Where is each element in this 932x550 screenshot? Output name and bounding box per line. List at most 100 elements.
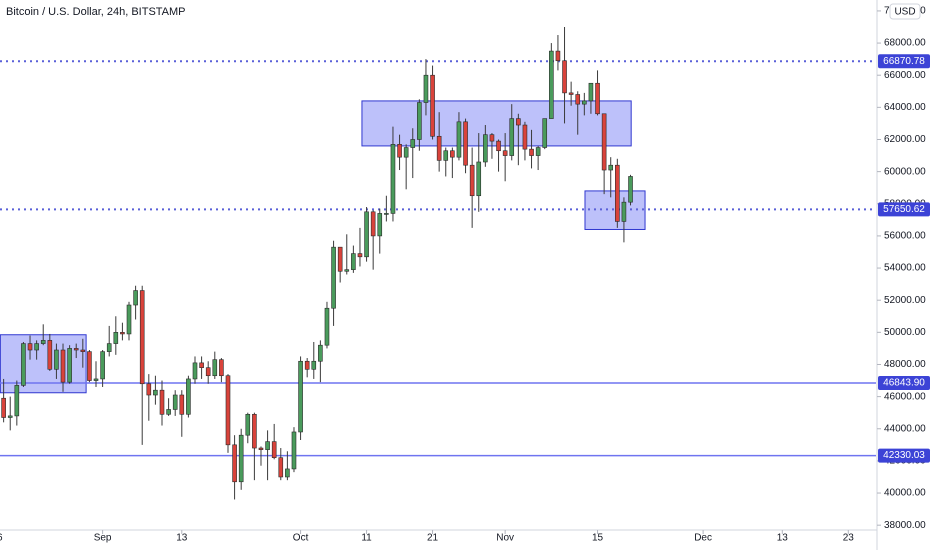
x-tick-label: Sep [94,533,112,544]
candle-body [608,164,614,171]
candle-body [133,290,138,306]
x-tick-label: Oct [293,533,309,544]
candle-body [456,121,462,158]
candle-body [47,340,53,370]
candle-body [153,389,158,396]
candle-body [522,124,528,150]
candle-body [304,360,310,370]
candle-body [403,147,409,158]
candle-body [357,253,363,258]
candle-body [172,394,178,410]
candle-body [430,74,435,137]
candle-body [54,349,59,370]
candle-body [516,118,521,126]
candle-body [225,375,231,446]
y-tick-label: 48000.00 [884,359,926,370]
x-tick-label: 11 [361,533,372,544]
level-price-box [878,54,930,69]
candle-body [21,343,26,386]
candle-body [483,134,488,163]
candle-body [621,201,627,222]
candle-body [192,362,198,380]
candle-body [271,441,277,458]
y-tick-label: 56000.00 [884,231,926,242]
x-tick-label: Dec [694,533,712,544]
candle-body [7,415,13,418]
candle-body [443,150,449,161]
candle-body [60,349,66,383]
candle-body [628,176,633,203]
candle-body [476,161,482,197]
candle-body [595,82,600,115]
candle-body [159,389,165,415]
chart-title: Bitcoin / U.S. Dollar, 24h, BITSTAMP [6,6,186,18]
candle-body [496,140,501,152]
candle-body [87,351,92,381]
candle-body [568,92,574,95]
y-tick-label: 64000.00 [884,102,926,113]
y-tick-label: 52000.00 [884,295,926,306]
candle-body [100,351,105,380]
x-tick-label: Nov [496,533,514,544]
candle-body [575,94,581,105]
candle-body [40,340,46,344]
candle-body [469,164,475,197]
candle-body [324,307,330,346]
y-tick-label: 40000.00 [884,488,926,499]
candle-body [179,394,185,415]
candle-body [80,349,86,352]
candle-body [555,50,561,62]
candle-body [463,121,468,166]
currency-label: USD [894,7,915,18]
candle-body [73,348,79,351]
candle-body [126,304,132,335]
y-tick-label: 38000.00 [884,520,926,531]
candle-body [311,360,317,370]
candle-body [509,118,515,156]
candle-body [331,246,336,309]
candle-body [146,383,152,396]
x-tick-label: 15 [592,533,604,544]
level-price-label: 46843.90 [883,378,925,389]
candle-body [502,150,508,156]
y-tick-label: 50000.00 [884,327,926,338]
candle-body [278,457,284,478]
candle-body [337,246,343,272]
candle-body [529,148,534,156]
candle-body [14,385,20,417]
candle-body [535,147,541,156]
candle-body [199,362,204,368]
candle-body [166,409,171,415]
plot-area [0,26,876,500]
candle-body [417,102,422,140]
candle-body [397,144,402,158]
candle-body [93,378,99,381]
candle-body [384,213,389,215]
candle-body [450,150,455,158]
candle-body [245,413,251,436]
x-tick-label: 23 [843,533,855,544]
candle-body [377,213,383,237]
level-price-box [878,448,930,463]
candle-body [258,447,264,450]
candle-body [232,444,237,483]
y-tick-label: 44000.00 [884,423,926,434]
candle-body [582,100,587,105]
level-price-label: 57650.62 [883,204,925,215]
candle-body [186,378,191,415]
level-price-box [878,202,930,217]
level-price-label: 66870.78 [883,56,925,67]
candle-body [410,139,416,148]
candle-body [318,344,323,362]
candle-body [390,144,396,214]
currency-badge [889,3,921,20]
candle-body [265,441,270,450]
level-price-label: 42330.03 [883,450,925,461]
candle-body [588,82,594,102]
y-tick-label: 60000.00 [884,166,926,177]
y-tick-label: 68000.00 [884,38,926,49]
candle-body [106,343,112,352]
candle-body [1,397,6,418]
candle-body [252,413,257,449]
